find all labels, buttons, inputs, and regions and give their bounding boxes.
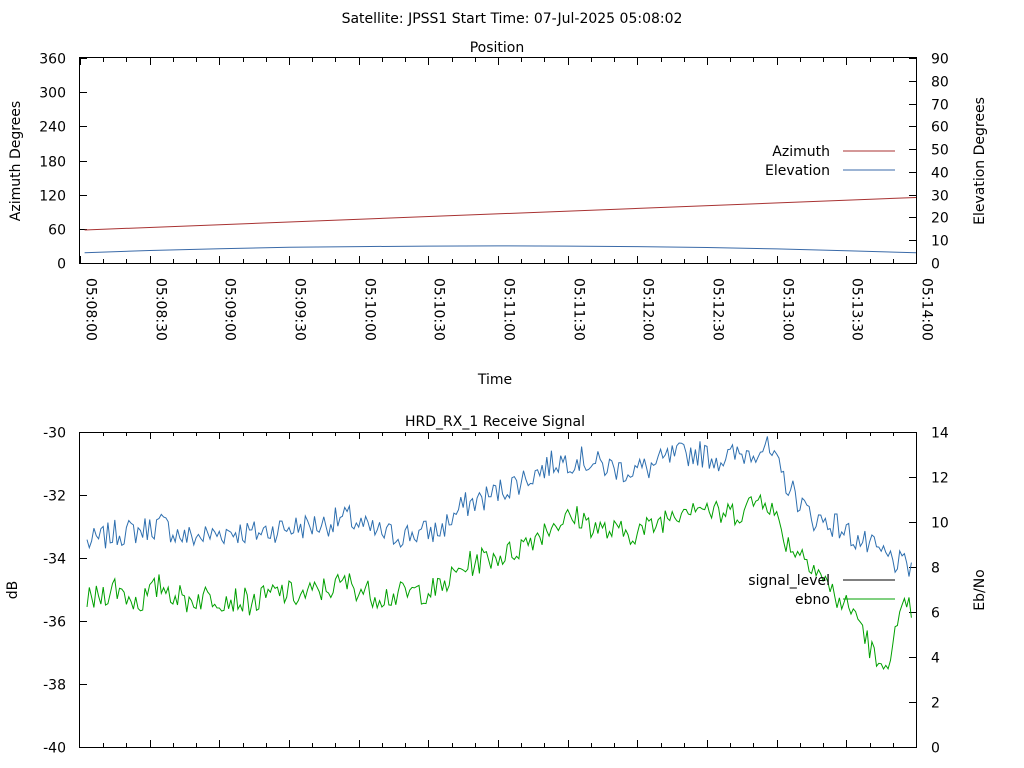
legend-signal-level-label: signal_level	[748, 573, 830, 589]
signal-plot-frame	[79, 432, 917, 748]
signal-ylabel-left: dB	[5, 581, 21, 600]
position-xtick-label: 05:13:30	[849, 278, 865, 341]
position-xtick-label: 05:10:30	[431, 278, 447, 341]
position-ylabel-left: Azimuth Degrees	[8, 101, 24, 221]
position-ytick-right-label: 40	[931, 166, 949, 182]
position-xtick-label: 05:08:30	[153, 278, 169, 341]
position-ytick-left-label: 60	[48, 223, 66, 239]
signal-ytick-left-label: -34	[43, 552, 66, 568]
position-chart-title: Position	[470, 40, 525, 56]
signal-legend: signal_level ebno	[748, 573, 895, 608]
position-xtick-label: 05:10:00	[362, 278, 378, 341]
position-xtick-label: 05:11:30	[571, 278, 587, 341]
position-xtick-label: 05:08:00	[83, 278, 99, 341]
signal-ytick-right-label: 2	[931, 696, 940, 712]
signal-ylabel-right: Eb/No	[972, 569, 988, 611]
signal-ytick-left-label: -32	[43, 489, 66, 505]
position-xlabel: Time	[477, 372, 512, 388]
position-ylabel-right: Elevation Degrees	[972, 97, 988, 225]
position-xtick-label: 05:12:00	[640, 278, 656, 341]
position-plot-frame	[79, 57, 917, 264]
signal-ytick-left-label: -36	[43, 615, 66, 631]
position-xtick-label: 05:12:30	[710, 278, 726, 341]
position-ytick-right-label: 80	[931, 75, 949, 91]
legend-azimuth-label: Azimuth	[772, 144, 830, 160]
figure-title: Satellite: JPSS1 Start Time: 07-Jul-2025…	[342, 11, 683, 27]
position-ytick-right-label: 50	[931, 143, 949, 159]
position-ytick-right-label: 20	[931, 211, 949, 227]
position-ytick-right-label: 60	[931, 120, 949, 136]
signal-ytick-right-label: 4	[931, 651, 940, 667]
signal-chart: HRD_RX_1 Receive Signal -30 -32 -34 -36 -38 -…	[5, 414, 988, 757]
signal-series-ebno-2-line	[86, 493, 912, 671]
position-ytick-right-label: 10	[931, 234, 949, 250]
position-ytick-left-label: 360	[39, 52, 66, 68]
position-xtick-label: 05:09:30	[292, 278, 308, 341]
position-series-elevation-line	[84, 245, 917, 254]
signal-ytick-right-label: 12	[931, 471, 949, 487]
signal-ytick-right-label: 8	[931, 561, 940, 577]
signal-ytick-right-label: 0	[931, 741, 940, 757]
position-xtick-label: 05:11:00	[501, 278, 517, 341]
position-ytick-left-label: 180	[39, 155, 66, 171]
signal-chart-title: HRD_RX_1 Receive Signal	[405, 414, 585, 430]
legend-elevation-label: Elevation	[765, 163, 830, 179]
position-ytick-right-label: 0	[931, 257, 940, 273]
position-series-azimuth-line	[84, 197, 917, 231]
signal-ytick-right-label: 14	[931, 426, 949, 442]
position-xtick-label: 05:09:00	[222, 278, 238, 341]
position-ytick-left-label: 0	[57, 257, 66, 273]
signal-ytick-left-label: -30	[43, 426, 66, 442]
signal-ytick-left-label: -40	[43, 741, 66, 757]
position-ytick-left-label: 120	[39, 189, 66, 205]
signal-ytick-right-label: 6	[931, 606, 940, 622]
position-ytick-right-label: 30	[931, 189, 949, 205]
position-chart: Position 0 60 120 180 240 300 360 0 10 20 30 40 50 60…	[8, 40, 988, 388]
position-xtick-label: 05:14:00	[919, 278, 935, 341]
position-ytick-right-label: 70	[931, 98, 949, 114]
position-ytick-right-label: 90	[931, 52, 949, 68]
signal-series-ebno-1-line	[86, 436, 912, 577]
position-legend: Azimuth Elevation	[765, 144, 895, 179]
position-ytick-left-label: 240	[39, 120, 66, 136]
signal-ytick-left-label: -38	[43, 678, 66, 694]
position-xtick-label: 05:13:00	[780, 278, 796, 341]
legend-ebno-label: ebno	[795, 592, 830, 608]
signal-ytick-right-label: 10	[931, 516, 949, 532]
position-ytick-left-label: 300	[39, 86, 66, 102]
